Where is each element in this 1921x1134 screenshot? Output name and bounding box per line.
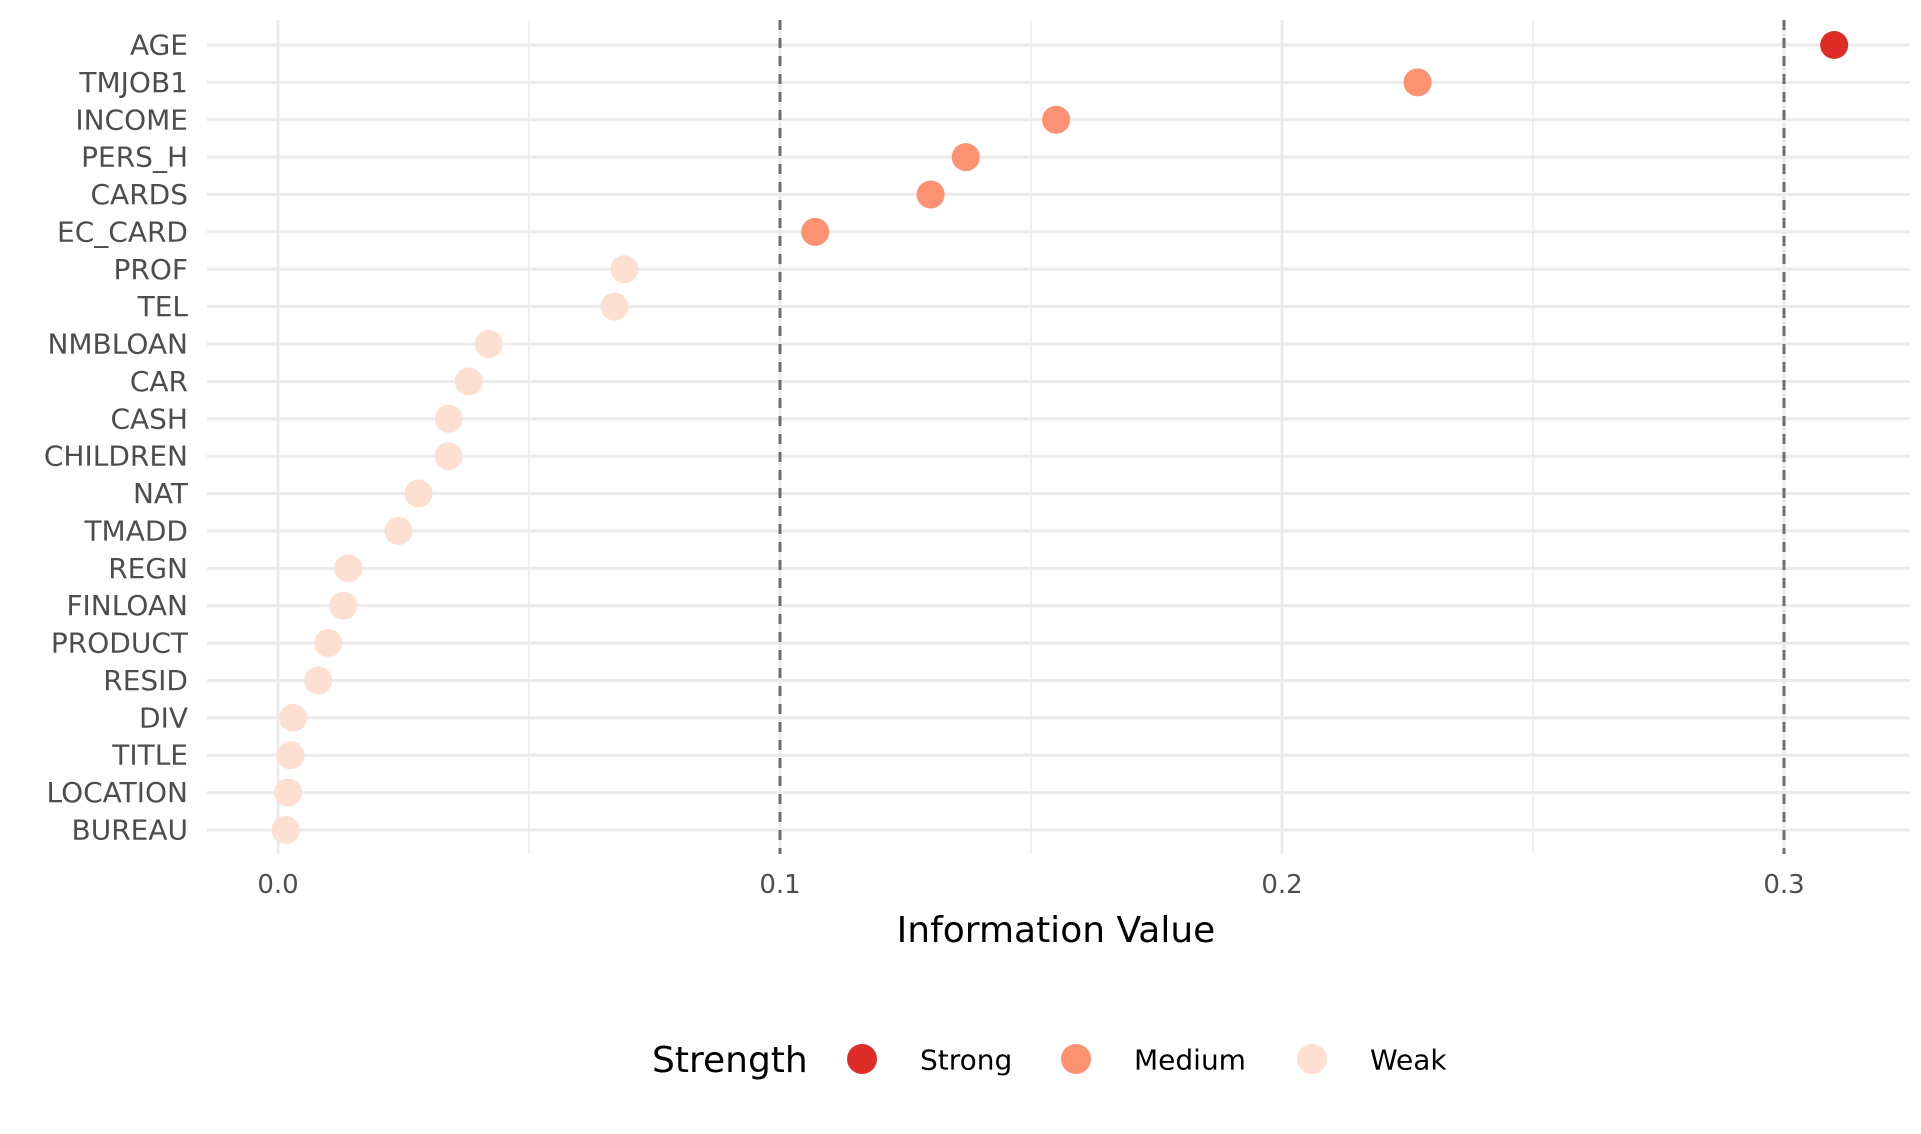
legend-items: Strong Medium Weak bbox=[847, 1044, 1447, 1077]
legend-key bbox=[1297, 1044, 1327, 1074]
data-point bbox=[329, 591, 358, 620]
data-point bbox=[434, 442, 463, 471]
y-tick-label: TITLE bbox=[111, 739, 188, 772]
data-point bbox=[279, 703, 308, 732]
x-tick-label: 0.2 bbox=[1261, 870, 1302, 900]
y-tick-label: NMBLOAN bbox=[47, 328, 188, 361]
data-point bbox=[404, 479, 433, 508]
x-axis-title: Information Value bbox=[897, 910, 1216, 951]
data-point bbox=[271, 815, 300, 844]
y-tick-label: PRODUCT bbox=[51, 627, 189, 660]
x-tick-label: 0.3 bbox=[1763, 870, 1804, 900]
data-point bbox=[304, 666, 333, 695]
legend-label: Medium bbox=[1134, 1044, 1246, 1077]
data-point bbox=[454, 367, 483, 396]
y-tick-label: CARDS bbox=[91, 178, 189, 211]
legend-label: Strong bbox=[920, 1044, 1012, 1077]
y-tick-label: NAT bbox=[133, 477, 189, 510]
legend: Strength Strong Medium Weak bbox=[652, 1040, 1447, 1081]
data-point bbox=[314, 629, 343, 658]
y-tick-label: DIV bbox=[139, 701, 188, 734]
y-tick-label: INCOME bbox=[75, 103, 188, 136]
data-point bbox=[600, 292, 629, 321]
y-tick-label: BUREAU bbox=[72, 813, 189, 846]
legend-title: Strength bbox=[652, 1040, 808, 1081]
y-tick-label: RESID bbox=[103, 664, 188, 697]
x-tick-label: 0.0 bbox=[257, 870, 298, 900]
y-tick-labels: AGE TMJOB1 INCOME PERS_H CARDS EC_CARD PROF TEL… bbox=[44, 29, 189, 847]
grid bbox=[207, 20, 1910, 854]
x-tick-labels: 0.0 0.1 0.2 0.3 bbox=[257, 870, 1804, 900]
y-tick-label: TMADD bbox=[83, 514, 188, 547]
y-tick-label: PERS_H bbox=[81, 141, 188, 174]
data-points bbox=[271, 31, 1849, 844]
y-tick-label: CASH bbox=[110, 402, 188, 435]
y-tick-label: REGN bbox=[108, 552, 188, 585]
data-point bbox=[610, 255, 639, 284]
y-tick-label: AGE bbox=[130, 29, 188, 62]
data-point bbox=[916, 180, 945, 209]
data-point bbox=[801, 217, 830, 246]
y-tick-label: PROF bbox=[114, 253, 188, 286]
reference-lines bbox=[778, 20, 1786, 854]
data-point bbox=[384, 516, 413, 545]
data-point bbox=[1042, 105, 1071, 134]
data-point bbox=[951, 143, 980, 172]
y-tick-label: CAR bbox=[130, 365, 188, 398]
legend-label: Weak bbox=[1370, 1044, 1447, 1077]
data-point bbox=[474, 330, 503, 359]
legend-key bbox=[1061, 1044, 1091, 1074]
data-point bbox=[1403, 68, 1432, 97]
y-tick-label: CHILDREN bbox=[44, 440, 188, 473]
data-point bbox=[1820, 31, 1849, 59]
data-point bbox=[274, 778, 303, 807]
x-tick-label: 0.1 bbox=[759, 870, 800, 900]
data-point bbox=[276, 741, 305, 770]
y-tick-label: TEL bbox=[137, 290, 189, 323]
y-tick-label: LOCATION bbox=[46, 776, 188, 809]
y-tick-label: EC_CARD bbox=[57, 215, 188, 248]
y-tick-label: TMJOB1 bbox=[78, 66, 188, 99]
data-point bbox=[334, 554, 363, 583]
legend-key bbox=[847, 1044, 877, 1074]
data-point bbox=[434, 404, 463, 433]
y-tick-label: FINLOAN bbox=[66, 589, 188, 622]
